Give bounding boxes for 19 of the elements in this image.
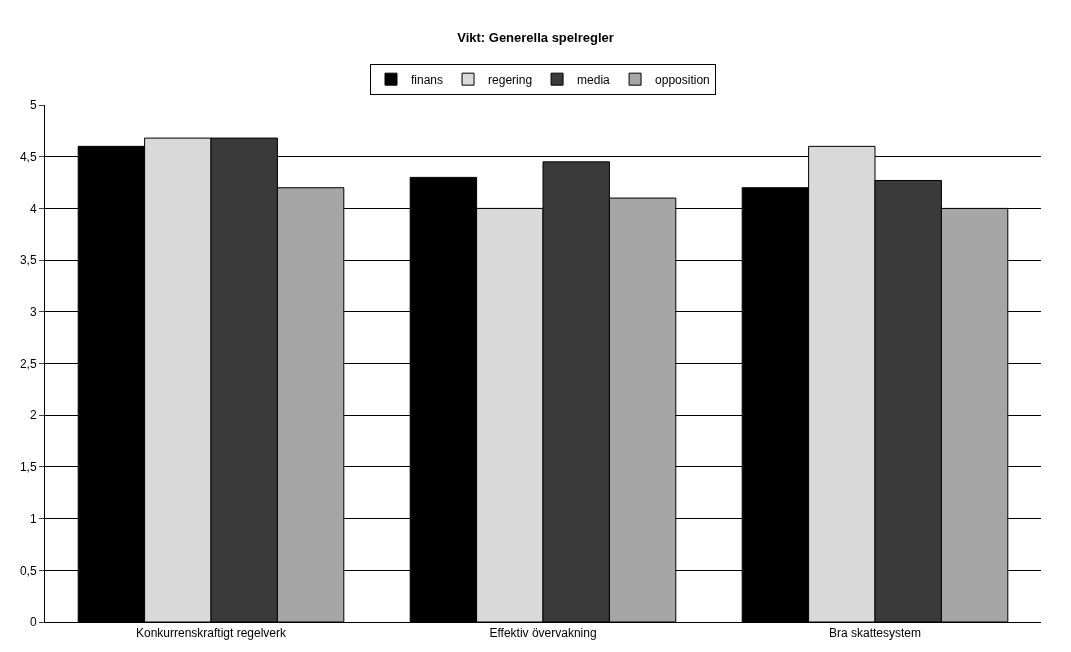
y-tick-label: 3 [29,305,37,319]
y-tick-label: 1,5 [19,460,37,475]
y-tick-label: 3,5 [19,253,37,268]
y-tick-label: 4,5 [19,149,37,164]
y-tick-label: 1 [29,511,37,526]
legend-label: opposition [655,72,710,87]
x-tick-label: Effektiv övervakning [489,626,597,641]
y-tick-label: 5 [29,98,37,113]
y-tick-label: 0 [29,615,37,630]
chart-title: Vikt: Generella spelregler [457,29,614,45]
y-tick-label: 2,5 [19,356,37,371]
x-tick-label: Bra skattesystem [828,626,922,641]
legend-label: regering [488,72,533,87]
x-tick-label: Konkurrenskraftigt regelverk [135,626,288,641]
y-tick-label: 2 [29,408,37,423]
y-tick-label: 4 [29,201,37,216]
legend-label: finans [411,72,444,87]
y-tick-label: 0,5 [19,563,37,578]
legend-label: media [577,72,611,87]
